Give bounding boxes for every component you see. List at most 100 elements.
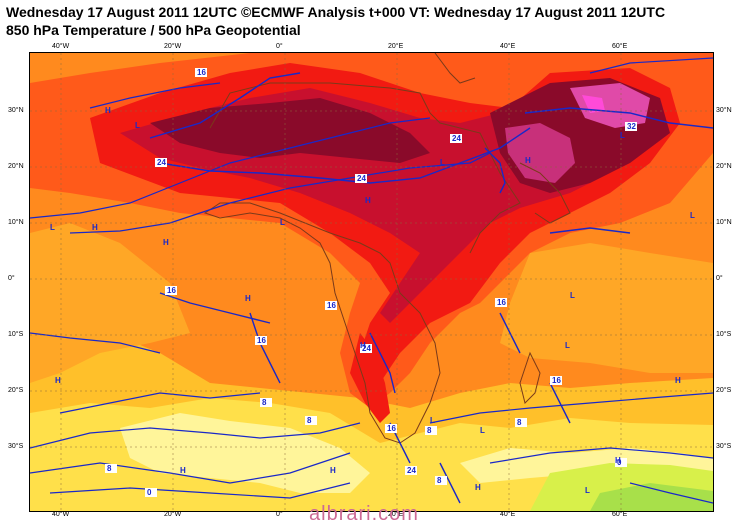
low-pressure-marker: L: [620, 131, 625, 140]
contour-labels: 16 24 24 24 32 16 16 16 24 16 8 8 8 8 0 0 8 16 16 24 8: [105, 68, 637, 497]
contour-label: 0: [147, 488, 152, 497]
high-pressure-marker: H: [675, 376, 681, 385]
pale-yellow-zone: [120, 413, 370, 493]
tick-label: 30°S: [716, 443, 732, 450]
hot-pink-peak: [582, 95, 605, 113]
contour-label: 24: [362, 344, 371, 353]
tick-label: 20°S: [8, 387, 24, 394]
contour-label: 16: [327, 301, 336, 310]
tick-label: 30°N: [716, 107, 732, 114]
high-pressure-marker: H: [55, 376, 61, 385]
low-pressure-marker: L: [440, 158, 445, 167]
dark-red-sahara: [150, 98, 430, 163]
contour-label: 24: [357, 174, 366, 183]
contour-label-bg: [255, 336, 267, 345]
contour-label: 24: [157, 158, 166, 167]
high-pressure-marker: H: [525, 156, 531, 165]
low-pressure-marker: L: [585, 486, 590, 495]
tick-label: 30°N: [8, 107, 24, 114]
tick-label: 20°W: [164, 511, 182, 518]
contour-label-bg: [550, 376, 562, 385]
orange-patch-west: [30, 223, 190, 383]
high-pressure-marker: H: [245, 294, 251, 303]
tick-label: 20°N: [716, 163, 732, 170]
contour-label-bg: [355, 174, 367, 183]
tick-label: 60°E: [612, 43, 628, 50]
tick-label: 60°E: [612, 511, 628, 518]
chart-title: Wednesday 17 August 2011 12UTC ©ECMWF An…: [6, 4, 666, 20]
contour-label: 8: [437, 476, 442, 485]
contour-label-bg: [615, 458, 627, 467]
contour-label: 16: [552, 376, 561, 385]
low-pressure-marker: L: [690, 211, 695, 220]
contour-label-bg: [625, 122, 637, 131]
contour-label-bg: [385, 424, 397, 433]
contour-label: 16: [257, 336, 266, 345]
high-pressure-marker: H: [92, 223, 98, 232]
contour-label-bg: [155, 158, 167, 167]
red-tongue-southwest: [350, 333, 390, 423]
temperature-contours: [149, 72, 713, 504]
contour-label: 0: [617, 458, 622, 467]
contour-label-bg: [435, 476, 447, 485]
tick-label: 0°: [276, 511, 283, 518]
low-pressure-marker: L: [565, 341, 570, 350]
tick-label: 20°E: [388, 511, 404, 518]
contour-label: 8: [262, 398, 267, 407]
coastlines: [203, 53, 571, 444]
low-pressure-marker: L: [135, 121, 140, 130]
high-pressure-marker: H: [360, 341, 366, 350]
tick-label: 10°N: [716, 219, 732, 226]
magenta-arabia: [505, 123, 575, 183]
geopotential-contours: [30, 57, 713, 504]
contour-label: 16: [497, 298, 506, 307]
contour-label-bg: [260, 398, 272, 407]
tick-label: 10°N: [8, 219, 24, 226]
tick-label: 40°E: [500, 511, 516, 518]
tick-label: 40°W: [52, 43, 70, 50]
pink-iran: [570, 83, 650, 128]
contour-label-bg: [145, 488, 157, 497]
tick-label: 10°S: [8, 331, 24, 338]
tick-label: 20°W: [164, 43, 182, 50]
contour-label-bg: [515, 418, 527, 427]
high-pressure-marker: H: [163, 238, 169, 247]
high-pressure-marker: H: [365, 196, 371, 205]
low-pressure-marker: L: [480, 426, 485, 435]
tick-label: 20°N: [8, 163, 24, 170]
tick-label: 10°S: [716, 331, 732, 338]
contour-label: 16: [387, 424, 396, 433]
chart-subtitle: 850 hPa Temperature / 500 hPa Geopotenti…: [6, 22, 301, 38]
high-pressure-marker: H: [330, 466, 336, 475]
pressure-centers: H L L H H L H L H H L L H L H H L H H L L H H L: [50, 106, 695, 495]
tick-label: 30°S: [8, 443, 24, 450]
contour-label-bg: [360, 344, 372, 353]
contour-label-bg: [495, 298, 507, 307]
contour-label: 24: [452, 134, 461, 143]
watermark-text: albrari.com: [309, 503, 419, 525]
tick-label: 0°: [276, 43, 283, 50]
contour-label: 24: [407, 466, 416, 475]
contour-label-bg: [165, 286, 177, 295]
tick-label: 20°E: [388, 43, 404, 50]
high-pressure-marker: H: [105, 106, 111, 115]
contour-label: 32: [627, 122, 636, 131]
contour-label-bg: [450, 134, 462, 143]
low-pressure-marker: L: [280, 218, 285, 227]
tick-label: 20°S: [716, 387, 732, 394]
contour-label-bg: [305, 416, 317, 425]
contour-label: 16: [197, 68, 206, 77]
tick-label: 40°W: [52, 511, 70, 518]
high-pressure-marker: H: [180, 466, 186, 475]
high-pressure-marker: H: [475, 483, 481, 492]
tick-label: 40°E: [500, 43, 516, 50]
contour-label-bg: [425, 426, 437, 435]
contour-label: 8: [517, 418, 522, 427]
contour-label-bg: [325, 301, 337, 310]
contour-label: 8: [427, 426, 432, 435]
low-pressure-marker: L: [50, 223, 55, 232]
low-pressure-marker: L: [570, 291, 575, 300]
tick-label: 0°: [8, 275, 15, 282]
contour-label: 16: [167, 286, 176, 295]
